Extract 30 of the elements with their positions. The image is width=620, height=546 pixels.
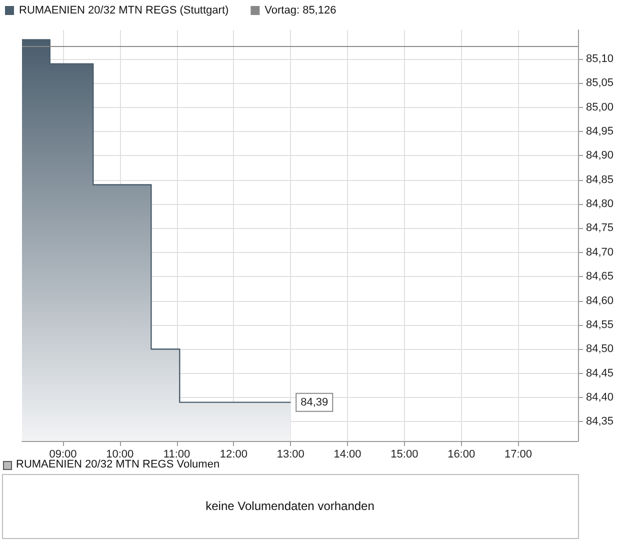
x-tick-label: 12:00	[220, 448, 248, 460]
y-tick-label: 84,75	[586, 222, 614, 234]
y-tick-label: 84,85	[586, 174, 614, 186]
legend-label: Vortag: 85,126	[264, 4, 336, 16]
x-tick-label: 10:00	[106, 448, 134, 460]
y-tick-label: 84,35	[586, 416, 614, 428]
y-tick-label: 85,00	[586, 101, 614, 114]
text: RUMAENIEN 20/32 MTN REGS Volumen	[16, 458, 220, 470]
y-tick-label: 84,95	[586, 126, 614, 138]
y-tick-label: 84,50	[586, 343, 614, 356]
legend-label: RUMAENIEN 20/32 MTN REGS (Stuttgart)	[19, 4, 229, 16]
y-tick-label: 84,60	[586, 294, 614, 307]
x-tick-label: 16:00	[448, 448, 476, 460]
x-tick-label: 13:00	[276, 448, 304, 460]
y-tick-label: 84,45	[586, 367, 614, 380]
y-tick-label: 85,05	[586, 77, 614, 90]
x-tick-label: 14:00	[334, 448, 362, 460]
y-tick-label: 84,40	[586, 391, 614, 404]
x-tick-label: 17:00	[504, 448, 532, 460]
y-tick-label: 84,55	[586, 318, 614, 331]
y-tick-label: 85,10	[586, 53, 614, 66]
x-tick-label: 11:00	[163, 448, 190, 460]
x-tick-label: 15:00	[390, 448, 418, 460]
data-label: 84,39	[300, 396, 328, 408]
y-tick-label: 84,90	[586, 150, 614, 162]
x-tick-label: 09:00	[49, 448, 77, 460]
text: keine Volumendaten vorhanden	[206, 499, 374, 513]
y-tick-label: 84,80	[586, 198, 614, 210]
y-tick-label: 84,70	[586, 246, 614, 258]
y-tick-label: 84,65	[586, 270, 614, 283]
